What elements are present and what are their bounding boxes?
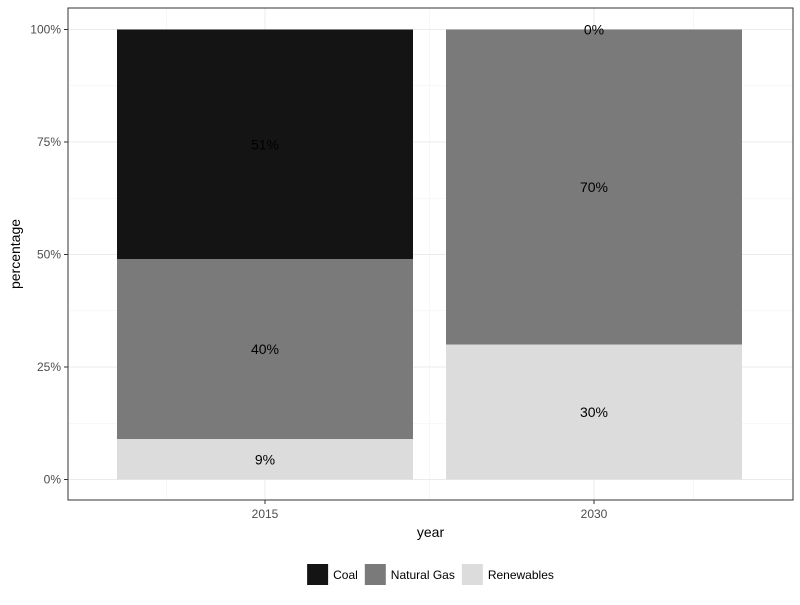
bar-renewables-2030 <box>446 344 742 480</box>
legend-key-renewables <box>461 564 483 585</box>
data-label-natural-gas-2030: 70% <box>580 179 608 195</box>
bar-renewables-2015 <box>117 439 413 480</box>
bar-natural-gas-2015 <box>117 259 413 439</box>
legend-label-natural-gas: Natural Gas <box>391 568 455 582</box>
legend-key-natural-gas <box>364 564 386 585</box>
y-axis: 0% 25% 50% 75% 100% <box>30 23 68 487</box>
y-tick-label: 0% <box>44 473 62 487</box>
legend-label-renewables: Renewables <box>488 568 554 582</box>
data-label-coal-2015: 51% <box>251 136 279 152</box>
y-tick-label: 75% <box>37 135 61 149</box>
x-axis: 2015 2030 <box>252 500 608 521</box>
legend-key-coal <box>307 564 329 585</box>
data-label-renewables-2030: 30% <box>580 404 608 420</box>
y-axis-title: percentage <box>7 219 23 289</box>
legend-label-coal: Coal <box>333 568 358 582</box>
x-tick-label: 2015 <box>252 507 279 521</box>
bar-coal-2015 <box>117 29 413 259</box>
data-label-natural-gas-2015: 40% <box>251 341 279 357</box>
data-labels: 9% 40% 51% 30% 70% 0% <box>251 22 608 468</box>
legend: Coal Natural Gas Renewables <box>307 564 554 585</box>
y-tick-label: 25% <box>37 360 61 374</box>
x-axis-title: year <box>417 524 445 540</box>
bar-natural-gas-2030 <box>446 29 742 345</box>
y-tick-label: 100% <box>30 23 61 37</box>
bars <box>117 29 742 480</box>
data-label-renewables-2015: 9% <box>255 451 275 467</box>
data-label-coal-2030: 0% <box>584 22 604 38</box>
x-tick-label: 2030 <box>581 507 608 521</box>
y-tick-label: 50% <box>37 248 61 262</box>
